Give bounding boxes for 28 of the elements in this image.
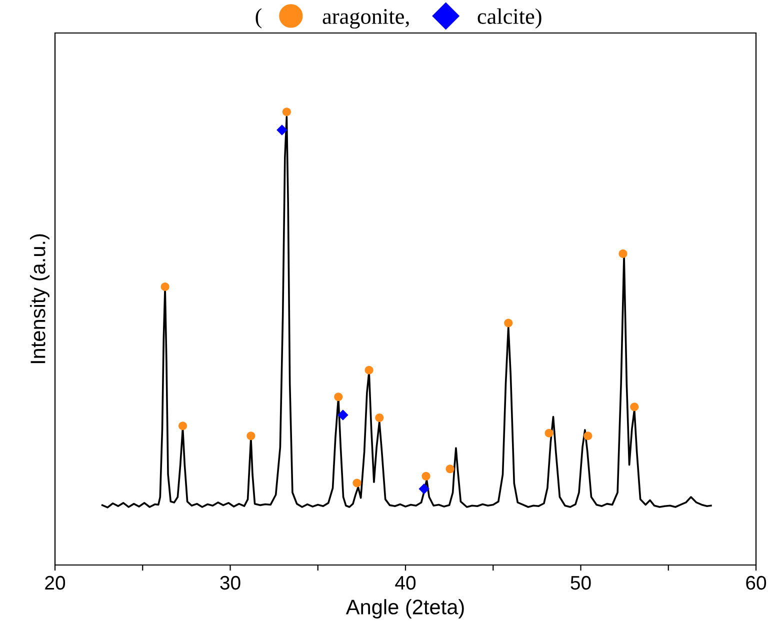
point [375, 413, 384, 422]
point [584, 432, 592, 440]
point [618, 249, 628, 258]
point [422, 472, 430, 480]
x-tick-label: 50 [570, 576, 591, 590]
point [364, 366, 374, 374]
point [178, 422, 188, 430]
point [504, 318, 513, 328]
point [418, 483, 430, 494]
x-tick-label: 60 [746, 576, 766, 590]
y-axis-title: Intensity (a.u.) [30, 234, 50, 364]
x-tick-label: 30 [220, 576, 240, 590]
point [630, 402, 639, 412]
legend-label: calcite) [478, 8, 542, 28]
point [160, 282, 170, 292]
point [282, 108, 291, 116]
x-tick-label: 20 [45, 576, 66, 590]
text: ( [256, 8, 262, 28]
point [338, 410, 348, 420]
point [446, 464, 454, 474]
x-axis-title: Angle (2teta) [346, 599, 464, 619]
point [246, 432, 256, 440]
point [352, 478, 362, 488]
point [334, 392, 343, 402]
point [544, 428, 554, 438]
point [276, 124, 288, 136]
legend-label: aragonite, [322, 9, 409, 29]
x-tick-label: 40 [395, 576, 416, 590]
